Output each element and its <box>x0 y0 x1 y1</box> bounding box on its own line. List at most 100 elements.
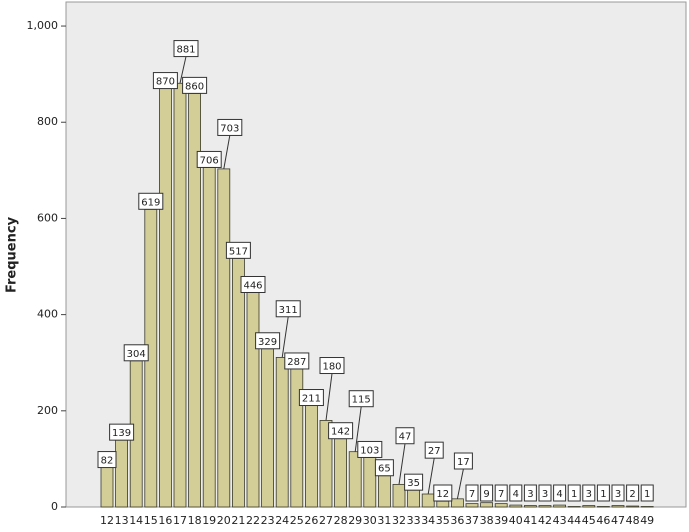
bar <box>202 167 216 508</box>
bar <box>480 502 494 508</box>
x-tick-label: 28 <box>334 514 348 527</box>
value-label: 139 <box>112 428 131 439</box>
value-label-box <box>348 390 374 408</box>
value-label: 103 <box>360 445 379 456</box>
bar <box>377 475 391 508</box>
value-label-box <box>626 484 640 502</box>
value-label: 27 <box>428 446 441 457</box>
y-tick-label: 1,000 <box>27 19 59 32</box>
bar <box>538 505 552 508</box>
value-label: 180 <box>322 362 341 373</box>
value-label-box <box>255 332 281 350</box>
bar <box>436 500 450 508</box>
value-label-box <box>424 441 444 459</box>
x-tick-label: 14 <box>129 514 143 527</box>
value-label-box <box>298 389 324 407</box>
value-label: 12 <box>436 489 449 500</box>
value-label-box <box>275 300 301 318</box>
x-tick-label: 27 <box>319 514 333 527</box>
value-label: 870 <box>156 77 175 88</box>
leader-line <box>398 443 406 485</box>
value-label: 446 <box>243 280 262 291</box>
bar <box>173 82 187 508</box>
bar <box>158 88 172 508</box>
x-tick-label: 37 <box>465 514 479 527</box>
value-label: 329 <box>258 337 277 348</box>
value-label: 115 <box>352 395 371 406</box>
bar <box>261 348 275 508</box>
value-label-box <box>453 452 473 470</box>
value-label: 9 <box>483 489 489 500</box>
bar <box>611 505 625 508</box>
x-tick-label: 30 <box>363 514 377 527</box>
bar <box>217 168 231 508</box>
x-tick-label: 32 <box>392 514 406 527</box>
x-tick-label: 26 <box>304 514 318 527</box>
value-label: 7 <box>498 489 504 500</box>
x-tick-label: 41 <box>523 514 537 527</box>
x-tick-label: 47 <box>611 514 625 527</box>
value-label: 517 <box>229 246 248 257</box>
value-label: 47 <box>399 432 412 443</box>
value-label-box <box>582 484 596 502</box>
value-label-box <box>138 192 164 210</box>
bar <box>115 439 128 508</box>
bar <box>275 357 289 508</box>
bar <box>524 505 537 508</box>
value-label-box <box>596 484 610 502</box>
value-label-box <box>97 451 117 469</box>
value-label: 82 <box>101 456 114 467</box>
y-tick-label: 200 <box>37 404 58 417</box>
x-tick-label: 33 <box>407 514 421 527</box>
y-tick-label: 800 <box>37 115 58 128</box>
bar <box>392 483 406 508</box>
x-tick-label: 15 <box>144 514 158 527</box>
value-label-box <box>217 118 243 136</box>
bar <box>509 504 523 508</box>
leader-line <box>179 56 187 84</box>
x-tick-label: 22 <box>246 514 260 527</box>
x-tick-label: 23 <box>261 514 275 527</box>
value-label-box <box>123 344 149 362</box>
value-label: 17 <box>457 457 470 468</box>
value-label: 4 <box>556 489 562 500</box>
leader-line <box>325 373 333 421</box>
value-label: 3 <box>542 489 548 500</box>
value-label-box <box>494 484 508 502</box>
x-tick-label: 49 <box>640 514 654 527</box>
value-label: 3 <box>527 489 533 500</box>
x-tick-label: 39 <box>494 514 508 527</box>
value-label-box <box>480 484 494 502</box>
x-tick-label: 18 <box>188 514 202 527</box>
x-tick-label: 19 <box>202 514 216 527</box>
value-label: 703 <box>220 123 239 134</box>
leader-line <box>456 468 464 499</box>
value-label-box <box>553 484 567 502</box>
value-label: 1 <box>571 489 577 500</box>
value-label-box <box>319 357 345 375</box>
value-label: 4 <box>513 489 519 500</box>
value-label-box <box>395 427 415 445</box>
y-tick-label: 0 <box>51 500 58 513</box>
value-label: 142 <box>331 427 350 438</box>
value-label-box <box>640 484 654 502</box>
y-axis-label: Frequency <box>5 216 20 293</box>
x-tick-label: 29 <box>348 514 362 527</box>
x-tick-label: 20 <box>217 514 231 527</box>
leader-line <box>223 135 231 169</box>
bar <box>231 257 245 508</box>
bar <box>100 467 114 508</box>
value-label: 304 <box>127 349 146 360</box>
bar <box>334 438 348 508</box>
value-label-box <box>152 72 178 90</box>
x-tick-label: 46 <box>596 514 610 527</box>
bar <box>407 489 421 508</box>
bar <box>450 498 464 508</box>
value-label-box <box>173 40 199 58</box>
value-label-box <box>465 484 479 502</box>
leader-line <box>427 458 435 495</box>
value-label: 1 <box>644 489 650 500</box>
bar <box>553 504 566 508</box>
value-label: 3 <box>586 489 592 500</box>
value-label-box <box>284 352 310 370</box>
